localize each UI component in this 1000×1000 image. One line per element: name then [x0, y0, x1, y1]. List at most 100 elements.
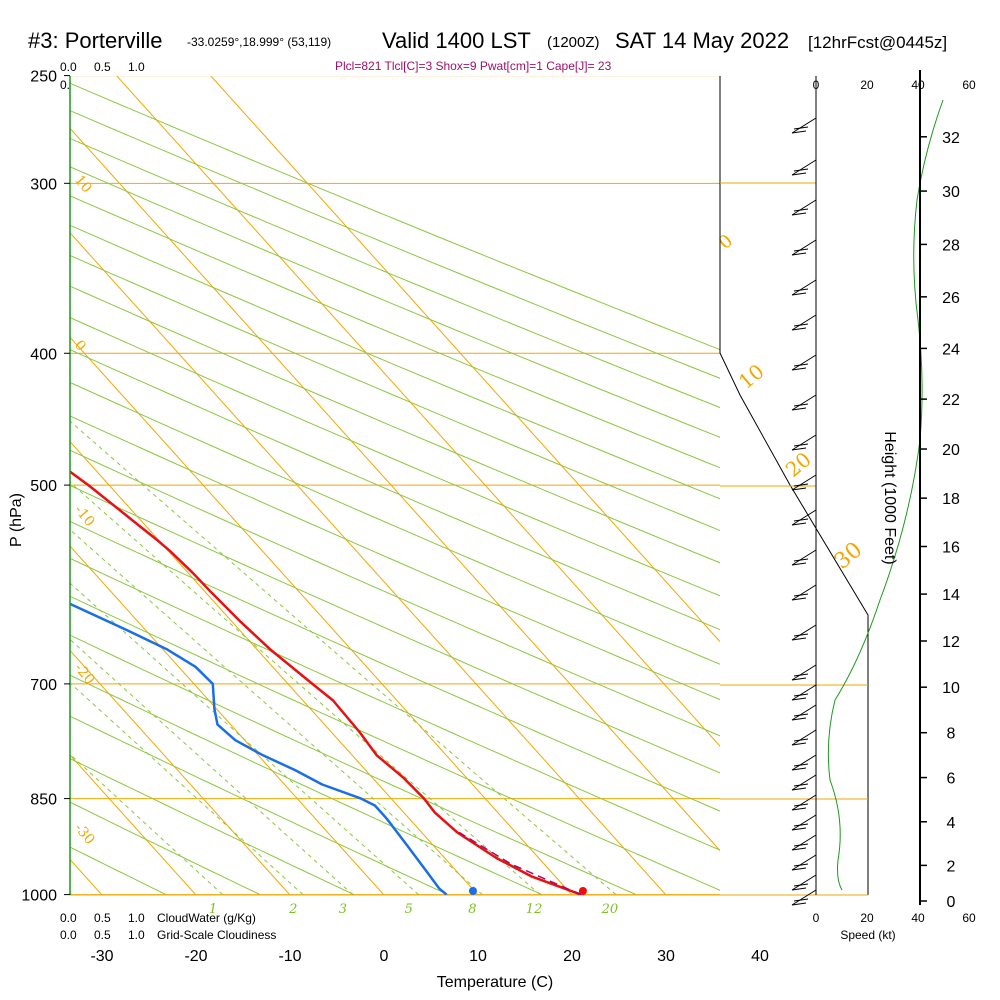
- height-label-6: 6: [947, 771, 956, 788]
- height-label-12: 12: [942, 634, 960, 651]
- height-label-22: 22: [942, 392, 960, 409]
- mixing-ratio-label-1: 1: [209, 902, 217, 917]
- station-title: #3: Porterville: [28, 28, 163, 53]
- wind-barb: [791, 314, 817, 331]
- cloud-scale-bottom-1: 0.5: [94, 911, 111, 925]
- mixing-ratio-2: [70, 682, 304, 895]
- temp-label-40: 40: [751, 948, 769, 965]
- wind-barb: [791, 279, 817, 296]
- dry-adiabat-270: [70, 757, 355, 895]
- dry-adiabat-340: [70, 484, 720, 774]
- wind-barb: [791, 159, 817, 176]
- wind-barb: [791, 509, 817, 526]
- cloud-scale-top-2: 1.0: [128, 60, 145, 74]
- dry-adiabat-280: [70, 715, 449, 895]
- mixing-ratio-20: [70, 420, 617, 895]
- height-label-14: 14: [942, 587, 960, 604]
- wind-profile: [791, 76, 944, 906]
- theta-label-10: 10: [734, 359, 769, 394]
- temp-label--30: -30: [90, 948, 113, 965]
- height-label-20: 20: [942, 442, 960, 459]
- dry-adiabat-380: [70, 349, 720, 631]
- wind-barb: [791, 874, 817, 891]
- height-label-16: 16: [942, 539, 960, 556]
- pressure-label-400: 400: [30, 346, 57, 363]
- isotherm--20: [70, 754, 197, 895]
- cloud-scale-top-1: 0.5: [94, 60, 111, 74]
- isotherm-0: [70, 545, 385, 895]
- pressure-label-250: 250: [30, 69, 57, 86]
- height-label-28: 28: [942, 237, 960, 254]
- wind-barb: [791, 664, 817, 681]
- isotherm-50: [116, 76, 720, 747]
- temperature-line: [70, 470, 582, 895]
- speed-ticks: 0 20 40 60 0 20 40 60 Speed (kt): [813, 78, 976, 942]
- pressure-label-700: 700: [30, 677, 57, 694]
- theta-label-30: 30: [830, 537, 868, 574]
- dry-adiabat-470: [70, 82, 720, 351]
- wind-barb: [791, 434, 817, 451]
- x-axis-label: Temperature (C): [437, 974, 553, 991]
- height-label-10: 10: [942, 680, 960, 697]
- stability-indices: Plcl=821 Tlcl[C]=3 Shox=9 Pwat[cm]=1 Cap…: [335, 59, 612, 73]
- dry-adiabat-350: [70, 449, 720, 737]
- wind-speed-curve: [827, 99, 944, 891]
- wind-barb: [791, 774, 817, 791]
- y-axis-label: P (hPa): [8, 493, 25, 547]
- dry-adiabat-310: [70, 595, 720, 891]
- mixing-ratio-label-20: 20: [601, 902, 619, 917]
- mixing-ratio-label-2: 2: [288, 902, 297, 917]
- wind-barb: [791, 754, 817, 771]
- speed-top-60: 60: [962, 78, 976, 92]
- height-label-18: 18: [942, 491, 960, 508]
- isotherm--10: [70, 649, 291, 895]
- temp-label-30: 30: [657, 948, 675, 965]
- dry-adiabat-430: [70, 195, 720, 469]
- speed-bottom-0: 0: [813, 911, 820, 925]
- cloudiness-scale-bottom-0: 0.0: [60, 928, 77, 942]
- dry-adiabat-360: [70, 415, 720, 701]
- wind-barb: [791, 704, 817, 721]
- speed-bottom-20: 20: [860, 911, 874, 925]
- speed-top-20: 20: [860, 78, 874, 92]
- temp-label--10: -10: [278, 948, 301, 965]
- height-label-0: 0: [947, 894, 956, 911]
- forecast-run: [12hrFcst@0445z]: [808, 33, 947, 52]
- temp-label-10: 10: [469, 948, 487, 965]
- dry-adiabat-290: [70, 674, 543, 895]
- wind-barb: [791, 624, 817, 641]
- wind-barb: [791, 199, 817, 216]
- dry-adiabat-460: [70, 110, 720, 379]
- wind-barb: [791, 474, 817, 491]
- isotherm-60: [210, 76, 720, 643]
- cloud-legend-bottom: 0.0 0.5 1.0 CloudWater (g/Kg) 0.0 0.5 1.…: [60, 911, 276, 942]
- wind-barb: [791, 684, 817, 701]
- mixing-ratio-label-3: 3: [339, 902, 347, 917]
- surface-temperature-dot: [578, 887, 587, 895]
- valid-time: Valid 1400 LST: [382, 28, 531, 53]
- isotherm-30: [70, 232, 667, 895]
- wind-barb: [791, 814, 817, 831]
- dry-adiabat-330: [70, 520, 720, 812]
- height-label-32: 32: [942, 130, 960, 147]
- speed-top-40: 40: [911, 78, 925, 92]
- pressure-label-850: 850: [30, 792, 57, 809]
- speed-top-0: 0: [813, 78, 820, 92]
- theta-label-20: 20: [781, 447, 816, 482]
- height-label-2: 2: [947, 858, 956, 875]
- dry-adiabat-260: [70, 801, 261, 895]
- pressure-label-1000: 1000: [21, 888, 57, 905]
- utc-time: (1200Z): [547, 34, 600, 51]
- height-label-4: 4: [947, 815, 956, 832]
- wind-barb: [791, 239, 817, 256]
- station-coords: -33.0259°,18.999° (53,119): [187, 35, 331, 49]
- height-label-30: 30: [942, 184, 960, 201]
- wind-barb: [791, 889, 817, 906]
- isotherm-40: [70, 127, 720, 852]
- pressure-label-500: 500: [30, 478, 57, 495]
- forecast-date: SAT 14 May 2022: [615, 28, 789, 53]
- wind-barb: [791, 794, 817, 811]
- dry-adiabat-450: [70, 137, 720, 409]
